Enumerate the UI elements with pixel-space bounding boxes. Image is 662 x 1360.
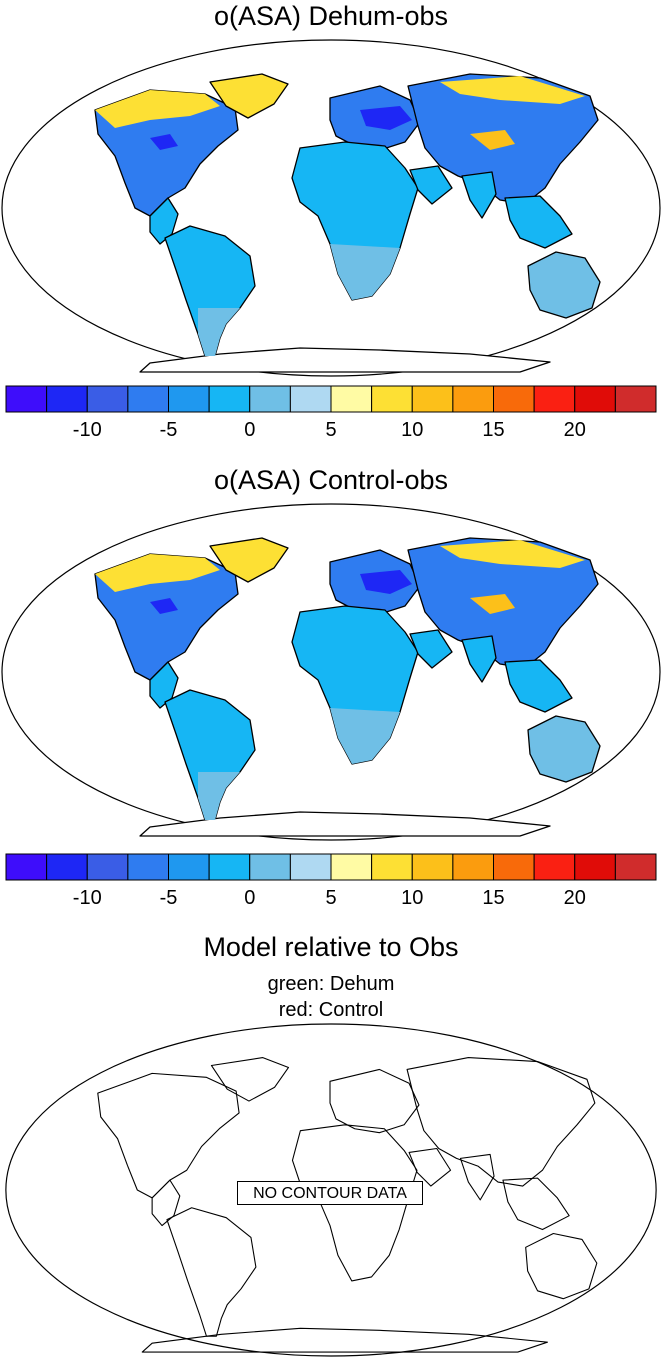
colorbar-box (330, 385, 373, 413)
panel2-colorbar: -10 -5 0 5 10 15 20 (5, 853, 657, 909)
colorbar-box (249, 853, 291, 881)
continent-australia (525, 1232, 598, 1300)
colorbar-box (46, 385, 88, 413)
colorbar-box (533, 853, 576, 881)
continent-arabia (408, 1147, 452, 1187)
colorbar-box (411, 853, 454, 881)
continent-greenland (209, 537, 289, 583)
colorbar-box (493, 853, 535, 881)
colorbar-box (411, 385, 454, 413)
no-contour-data-label: NO CONTOUR DATA (237, 1181, 423, 1205)
continent-greenland (210, 1057, 290, 1102)
anomaly-south-africa-band (330, 244, 400, 300)
continent-central-america (151, 1179, 181, 1227)
anomaly-tibet-warm (470, 130, 515, 150)
continent-se-asia (504, 659, 573, 713)
anomaly-south-america-south (198, 308, 240, 356)
panel1-map (1, 39, 661, 377)
continent-europe (329, 1068, 420, 1134)
colorbar-box (452, 853, 494, 881)
continent-antarctica (139, 811, 551, 837)
colorbar-box (249, 385, 291, 413)
anomaly-tibet-warm (470, 594, 515, 614)
colorbar-tick-label: 0 (244, 419, 255, 441)
colorbar-box (86, 853, 129, 881)
colorbar-box (371, 853, 413, 881)
anomaly-canada-warm (95, 554, 220, 592)
colorbar-box (5, 385, 48, 413)
continent-arabia (409, 165, 453, 205)
colorbar-tick-label: 15 (482, 887, 504, 909)
panel1-map-content (1, 39, 661, 377)
panel2-title: o(ASA) Control-obs (213, 465, 449, 495)
colorbar-box (5, 853, 48, 881)
anomaly-canada-cold (150, 598, 178, 614)
colorbar-box (574, 385, 616, 413)
colorbar-box (289, 385, 332, 413)
colorbar-box (208, 385, 251, 413)
colorbar-box (533, 385, 576, 413)
colorbar-boxes (5, 385, 657, 413)
colorbar-tick-label: -5 (160, 419, 178, 441)
colorbar-boxes (5, 853, 657, 881)
panel3-title: Model relative to Obs (203, 932, 459, 962)
colorbar-box (574, 853, 616, 881)
continent-south-america (166, 1207, 257, 1337)
continent-north-america (97, 1072, 240, 1199)
colorbar-tick-label: 20 (564, 887, 586, 909)
colorbar-tick-label: 5 (325, 887, 336, 909)
panel2-map (1, 503, 661, 841)
continent-india (461, 635, 497, 683)
colorbar-box (452, 385, 494, 413)
panel2-map-content (1, 503, 661, 841)
colorbar-tick-label: 20 (564, 419, 586, 441)
panel1-title: o(ASA) Dehum-obs (213, 1, 449, 31)
anomaly-europe-cold (360, 570, 412, 594)
colorbar-box (127, 853, 169, 881)
continent-india (461, 171, 497, 219)
anomaly-europe-cold (360, 106, 412, 130)
colorbar-tick-label: -10 (73, 419, 102, 441)
continent-se-asia (502, 1177, 570, 1231)
continent-australia (527, 251, 601, 319)
anomaly-south-america-south (198, 772, 240, 820)
colorbar-tick-label: 10 (401, 887, 423, 909)
colorbar-tick-label: -5 (160, 887, 178, 909)
continent-antarctica (141, 1327, 548, 1353)
colorbar-box (168, 853, 210, 881)
anomaly-siberia-warm (440, 540, 585, 568)
colorbar-tick-label: -10 (73, 887, 102, 909)
colorbar-box (614, 385, 657, 413)
colorbar-box (46, 853, 88, 881)
colorbar-box (371, 385, 413, 413)
colorbar-tick-label: 0 (244, 887, 255, 909)
anomaly-canada-cold (150, 134, 178, 150)
continent-australia (527, 715, 601, 783)
colorbar-box (493, 385, 535, 413)
continent-arabia (409, 629, 453, 669)
panel3-subtitle-green: green: Dehum (267, 973, 395, 995)
colorbar-box (289, 853, 332, 881)
colorbar-tick-label: 5 (325, 419, 336, 441)
continent-greenland (209, 73, 289, 119)
anomaly-siberia-warm (440, 76, 585, 104)
continent-antarctica (139, 347, 551, 373)
colorbar-tick-label: 10 (401, 419, 423, 441)
colorbar-box (168, 385, 210, 413)
colorbar-box (127, 385, 169, 413)
colorbar-ticks: -10 -5 0 5 10 15 20 (73, 419, 586, 441)
panel3-subtitle-red: red: Control (278, 999, 384, 1021)
colorbar-tick-label: 15 (482, 419, 504, 441)
colorbar-box (208, 853, 251, 881)
colorbar-box (86, 385, 129, 413)
colorbar-box (614, 853, 657, 881)
continent-india (459, 1153, 495, 1201)
continent-se-asia (504, 195, 573, 249)
panel1-colorbar: -10 -5 0 5 10 15 20 (5, 385, 657, 441)
colorbar-ticks: -10 -5 0 5 10 15 20 (73, 887, 586, 909)
anomaly-south-africa-band (330, 708, 400, 764)
anomaly-canada-warm (95, 90, 220, 128)
colorbar-box (330, 853, 373, 881)
